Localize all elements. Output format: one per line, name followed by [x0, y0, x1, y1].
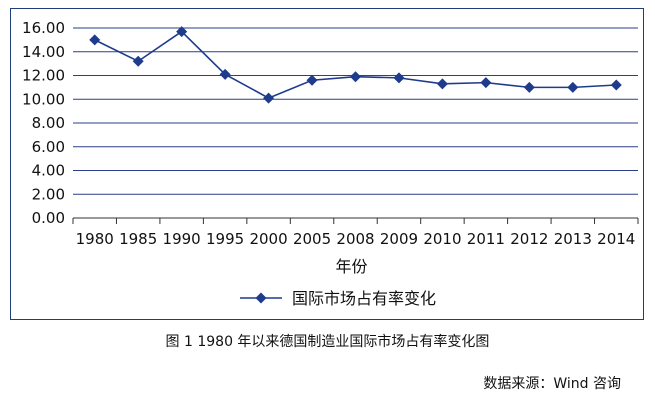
data-point — [350, 71, 361, 83]
x-tick-label: 2013 — [554, 230, 592, 248]
data-point — [610, 79, 622, 91]
x-tick-label: 2005 — [293, 230, 331, 248]
data-point — [263, 92, 275, 104]
data-point — [132, 55, 144, 67]
legend-marker — [255, 292, 267, 304]
y-tick-label: 0.00 — [32, 209, 65, 227]
data-point — [393, 72, 405, 84]
data-point — [176, 26, 188, 38]
y-tick-label: 8.00 — [32, 114, 65, 132]
chart-frame — [10, 8, 644, 320]
y-tick-label: 14.00 — [22, 43, 65, 61]
x-tick-label: 1980 — [76, 230, 114, 248]
y-tick-label: 10.00 — [22, 90, 65, 108]
data-point — [219, 68, 231, 80]
x-tick-label: 2008 — [336, 230, 374, 248]
data-point — [89, 34, 101, 46]
y-tick-label: 4.00 — [32, 162, 65, 180]
x-tick-label: 2000 — [249, 230, 287, 248]
y-tick-label: 12.00 — [22, 67, 65, 85]
x-tick-label: 2009 — [380, 230, 418, 248]
x-tick-label: 1995 — [206, 230, 244, 248]
y-tick-label: 2.00 — [32, 185, 65, 203]
legend-label: 国际市场占有率变化 — [292, 289, 436, 308]
series-line — [94, 30, 617, 99]
y-tick-label: 6.00 — [32, 138, 65, 156]
data-point — [436, 78, 448, 90]
figure-caption: 图 1 1980 年以来德国制造业国际市场占有率变化图 — [165, 334, 490, 350]
data-point — [480, 77, 492, 89]
x-tick-label: 2010 — [423, 230, 461, 248]
x-tick-label: 2012 — [510, 230, 548, 248]
x-tick-label: 2011 — [467, 230, 505, 248]
data-point — [567, 81, 579, 93]
data-point — [306, 74, 318, 86]
data-source: 数据来源：Wind 咨询 — [483, 376, 621, 392]
x-tick-label: 1990 — [163, 230, 201, 248]
x-tick-label: 1985 — [119, 230, 157, 248]
y-tick-label: 16.00 — [22, 19, 65, 37]
x-axis-title: 年份 — [335, 257, 367, 276]
line-chart: 0.00 2.00 4.00 6.00 8.00 10.00 12.00 14.00 16.00… — [22, 19, 639, 308]
x-tick-label: 2014 — [597, 230, 635, 248]
data-point — [523, 81, 535, 93]
